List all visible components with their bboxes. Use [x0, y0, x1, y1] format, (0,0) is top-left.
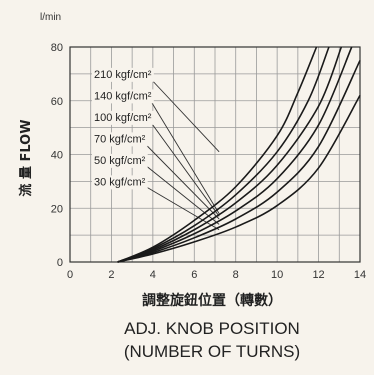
- y-tick-label: 60: [51, 96, 63, 108]
- leader-line: [149, 77, 220, 153]
- x-tick-label: 0: [67, 269, 73, 281]
- pressure-label-background: [92, 89, 154, 104]
- pressure-label-background: [92, 67, 154, 82]
- x-axis-title-chinese: 調整旋鈕位置（轉數）: [142, 292, 282, 309]
- plot-frame: [69, 46, 361, 263]
- leader-line: [149, 99, 220, 214]
- leader-line: [143, 142, 220, 220]
- x-tick-label: 4: [150, 269, 156, 281]
- y-tick-label: 40: [51, 150, 63, 162]
- pressure-labels: 210 kgf/cm² 140 kgf/cm² 100 kgf/cm² 70 kgf/…: [92, 67, 154, 190]
- series-line-4: [117, 46, 353, 263]
- pressure-label-5: 50 kgf/cm²: [94, 155, 146, 167]
- series-curves: [117, 46, 361, 263]
- series-line-2: [117, 46, 330, 263]
- x-tick-label: 8: [233, 269, 239, 281]
- y-unit-label: l/min: [40, 12, 61, 23]
- leader-line: [143, 163, 220, 225]
- pressure-label-6: 30 kgf/cm²: [94, 176, 146, 188]
- pressure-label-background: [92, 153, 148, 168]
- series-line-6: [117, 94, 361, 263]
- y-tick-label: 0: [57, 257, 63, 269]
- axes: [69, 46, 361, 263]
- y-axis-title: 流 量 FLOW: [18, 119, 34, 196]
- pressure-label-1: 210 kgf/cm²: [94, 69, 152, 81]
- x-axis-title-line1: ADJ. KNOB POSITION: [124, 319, 300, 338]
- x-axis-title-line2: (NUMBER OF TURNS): [124, 342, 300, 361]
- series-line-3: [117, 46, 343, 263]
- series-line-1: [117, 46, 318, 263]
- x-tick-label: 10: [271, 269, 283, 281]
- series-line-5: [117, 60, 361, 263]
- grid-lines: [69, 46, 361, 263]
- y-tick-label: 80: [51, 42, 63, 54]
- x-tick-label: 12: [312, 269, 324, 281]
- pressure-label-background: [92, 132, 148, 147]
- x-tick-label: 2: [108, 269, 114, 281]
- pressure-label-4: 70 kgf/cm²: [94, 133, 146, 145]
- pressure-label-3: 100 kgf/cm²: [94, 112, 152, 124]
- tick-labels: 0 2 4 6 8 10 12 14 0 20 40 60 80: [51, 42, 366, 281]
- leader-line: [149, 120, 220, 217]
- pressure-label-background: [92, 175, 148, 190]
- pressure-label-2: 140 kgf/cm²: [94, 90, 152, 102]
- x-tick-label: 6: [191, 269, 197, 281]
- y-tick-label: 20: [51, 203, 63, 215]
- x-tick-label: 14: [354, 269, 366, 281]
- pressure-label-background: [92, 110, 154, 125]
